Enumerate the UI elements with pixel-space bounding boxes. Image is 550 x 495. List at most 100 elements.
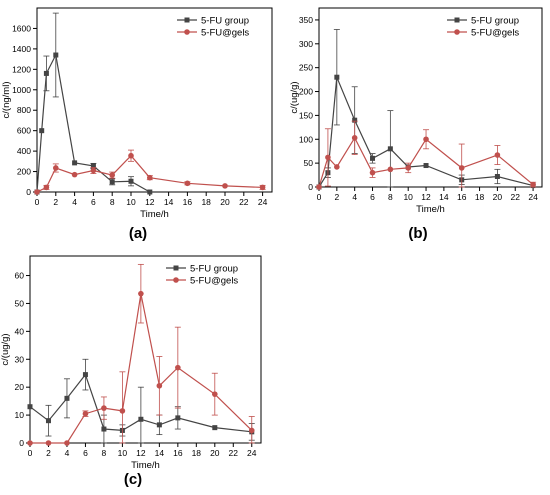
data-point bbox=[248, 427, 255, 434]
data-point bbox=[387, 146, 393, 152]
data-point bbox=[109, 179, 115, 185]
panel-label: (c) bbox=[124, 471, 142, 488]
data-point bbox=[212, 425, 218, 431]
data-point bbox=[334, 74, 340, 80]
data-point bbox=[72, 160, 78, 166]
x-tick-label: 2 bbox=[53, 197, 58, 207]
data-point bbox=[39, 128, 45, 134]
y-tick-label: 1600 bbox=[12, 23, 31, 33]
data-point bbox=[156, 382, 163, 389]
chart-panel-0: 0 2 4 6 8 10 12 14 16 18 20 22 240200400600800100012… bbox=[1, 7, 273, 242]
y-tick-label: 30 bbox=[15, 354, 25, 364]
y-tick-label: 40 bbox=[15, 326, 25, 336]
data-point bbox=[90, 163, 96, 169]
x-tick-label: 24 bbox=[528, 192, 538, 202]
y-tick-label: 800 bbox=[17, 105, 31, 115]
data-point bbox=[423, 163, 429, 169]
x-tick-label: 16 bbox=[183, 197, 193, 207]
data-point bbox=[53, 165, 59, 171]
legend-entry: 5-FU group bbox=[447, 16, 519, 27]
data-point bbox=[128, 152, 134, 159]
error-bar bbox=[137, 386, 144, 444]
legend-marker bbox=[173, 265, 179, 271]
y-tick-label: 250 bbox=[299, 63, 313, 73]
legend-entry: 5-FU@gels bbox=[447, 28, 519, 39]
x-axis-label: Time/h bbox=[131, 460, 160, 471]
x-tick-label: 0 bbox=[35, 197, 40, 207]
y-tick-label: 300 bbox=[299, 39, 313, 49]
x-tick-label: 8 bbox=[388, 192, 393, 202]
data-point bbox=[494, 173, 500, 179]
series-1 bbox=[34, 149, 266, 195]
series-1 bbox=[316, 120, 537, 190]
data-point bbox=[222, 183, 228, 189]
legend-marker bbox=[184, 29, 190, 35]
x-tick-label: 16 bbox=[457, 192, 467, 202]
data-point bbox=[128, 178, 134, 184]
legend-label: 5-FU@gels bbox=[471, 28, 519, 39]
legend-entry: 5-FU@gels bbox=[166, 276, 238, 287]
data-point bbox=[138, 290, 144, 297]
x-tick-label: 22 bbox=[229, 448, 239, 458]
data-point bbox=[156, 422, 162, 428]
x-tick-label: 12 bbox=[145, 197, 155, 207]
data-point bbox=[530, 181, 536, 188]
data-point bbox=[27, 440, 33, 446]
data-point bbox=[212, 391, 218, 397]
y-tick-label: 1400 bbox=[12, 44, 31, 54]
y-tick-label: 10 bbox=[15, 410, 25, 420]
data-point bbox=[147, 189, 153, 195]
data-point bbox=[101, 405, 107, 411]
legend-marker bbox=[173, 277, 179, 283]
x-tick-label: 6 bbox=[91, 197, 96, 207]
chart-panel-2: 0 2 4 6 8 10 12 14 16 18 20 22 240102030405060Time/h… bbox=[0, 255, 262, 488]
data-point bbox=[138, 416, 144, 422]
x-tick-label: 20 bbox=[210, 448, 220, 458]
data-point bbox=[175, 415, 181, 421]
data-point bbox=[387, 166, 394, 173]
y-tick-label: 200 bbox=[17, 167, 31, 177]
y-tick-label: 50 bbox=[304, 158, 314, 168]
data-point bbox=[316, 184, 322, 190]
x-tick-label: 0 bbox=[28, 448, 33, 458]
y-tick-label: 20 bbox=[15, 382, 25, 392]
x-tick-label: 14 bbox=[155, 448, 165, 458]
series-1 bbox=[27, 263, 255, 446]
data-point bbox=[175, 364, 181, 371]
error-bar bbox=[119, 371, 126, 444]
data-point bbox=[369, 169, 376, 176]
legend-entry: 5-FU group bbox=[177, 16, 249, 27]
legend-label: 5-FU group bbox=[190, 264, 238, 275]
panel-label: (a) bbox=[129, 225, 147, 242]
data-point bbox=[34, 189, 40, 195]
legend-label: 5-FU@gels bbox=[201, 28, 249, 39]
plot-frame bbox=[29, 255, 262, 444]
plot-frame bbox=[36, 7, 273, 193]
data-point bbox=[423, 136, 429, 143]
data-point bbox=[45, 440, 52, 446]
data-point bbox=[334, 164, 340, 170]
x-tick-label: 14 bbox=[164, 197, 174, 207]
chart-panel-1: 0 2 4 6 8 10 12 14 16 18 20 22 240501001502002503003… bbox=[289, 7, 543, 242]
x-tick-label: 14 bbox=[439, 192, 449, 202]
legend-entry: 5-FU@gels bbox=[177, 28, 249, 39]
x-tick-label: 8 bbox=[110, 197, 115, 207]
y-tick-label: 0 bbox=[308, 182, 313, 192]
x-tick-label: 18 bbox=[192, 448, 202, 458]
y-tick-label: 1000 bbox=[12, 85, 31, 95]
x-tick-label: 12 bbox=[136, 448, 146, 458]
x-tick-label: 22 bbox=[239, 197, 249, 207]
data-point bbox=[119, 408, 126, 414]
x-tick-label: 10 bbox=[118, 448, 128, 458]
legend-label: 5-FU@gels bbox=[190, 276, 238, 287]
data-point bbox=[45, 418, 51, 424]
data-point bbox=[352, 117, 358, 123]
y-axis-label: c/(ug/g) bbox=[0, 333, 11, 365]
data-point bbox=[71, 171, 78, 178]
x-axis-label: Time/h bbox=[416, 204, 445, 215]
data-point bbox=[147, 174, 153, 181]
data-point bbox=[82, 372, 88, 378]
data-point bbox=[53, 52, 59, 58]
y-tick-label: 100 bbox=[299, 134, 313, 144]
x-tick-label: 2 bbox=[46, 448, 51, 458]
